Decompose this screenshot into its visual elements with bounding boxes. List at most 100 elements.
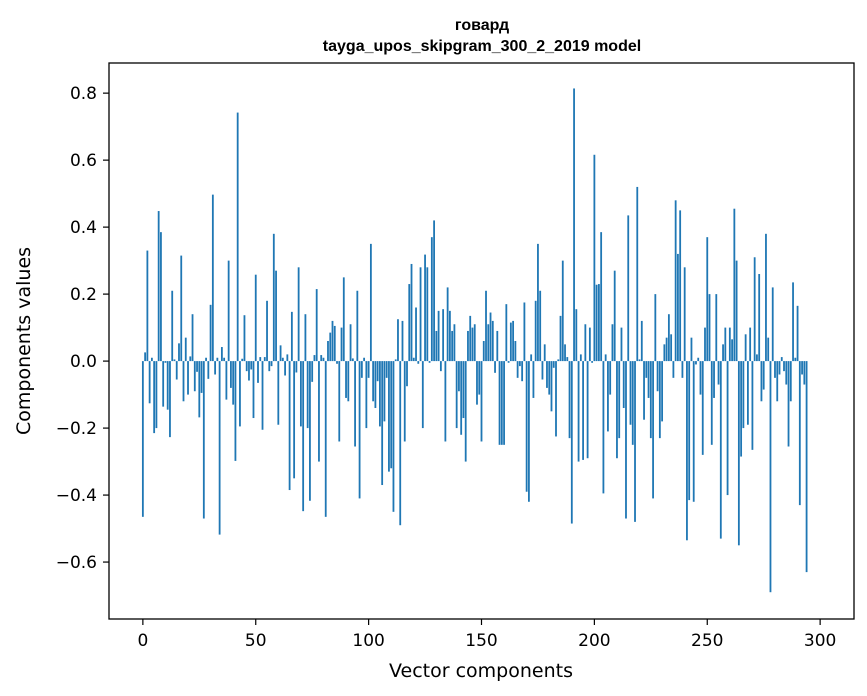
- bar-222: [643, 361, 645, 420]
- bar-192: [575, 309, 578, 362]
- bar-159: [500, 361, 503, 445]
- bar-260: [728, 327, 731, 362]
- bar-243: [690, 337, 693, 362]
- bar-146: [471, 327, 474, 362]
- bar-132: [439, 361, 442, 372]
- bar-120: [412, 357, 415, 362]
- bar-249: [704, 327, 706, 362]
- bar-218: [634, 361, 636, 522]
- bar-54: [263, 357, 266, 362]
- bar-81: [324, 361, 327, 517]
- bar-129: [433, 220, 435, 362]
- bar-168: [521, 361, 524, 382]
- bar-139: [455, 361, 458, 429]
- bar-14: [173, 359, 176, 362]
- bar-5: [153, 361, 156, 434]
- bar-102: [372, 361, 375, 402]
- bar-97: [360, 361, 363, 378]
- bar-289: [794, 357, 797, 362]
- bar-225: [649, 361, 652, 439]
- bar-101: [369, 243, 372, 362]
- bar-257: [722, 344, 724, 362]
- bar-171: [528, 361, 530, 502]
- bar-180: [548, 361, 551, 395]
- bar-126: [426, 267, 429, 362]
- bar-267: [744, 334, 747, 362]
- bar-147: [473, 324, 476, 362]
- y-tick-label: 0.6: [70, 151, 97, 171]
- bar-237: [677, 253, 679, 362]
- bar-196: [584, 324, 587, 362]
- bar-206: [607, 361, 609, 432]
- bar-234: [670, 334, 673, 362]
- bar-275: [762, 361, 765, 390]
- bar-84: [331, 320, 334, 362]
- bar-244: [692, 361, 695, 502]
- bar-82: [327, 341, 329, 362]
- bar-213: [622, 361, 625, 408]
- bar-series: [141, 88, 808, 593]
- bar-29: [207, 361, 210, 379]
- y-tick-label: −0.4: [56, 486, 97, 506]
- bar-165: [514, 341, 517, 362]
- bar-161: [505, 304, 508, 362]
- bar-19: [184, 337, 187, 362]
- bar-158: [498, 361, 501, 445]
- bar-151: [482, 341, 485, 362]
- bar-212: [620, 327, 623, 362]
- bar-1: [144, 352, 147, 362]
- bar-154: [489, 312, 492, 362]
- bar-85: [333, 325, 336, 362]
- bar-36: [223, 357, 226, 362]
- bar-145: [469, 315, 472, 362]
- y-tick-label: 0.4: [70, 218, 97, 238]
- bar-66: [290, 311, 293, 362]
- bar-250: [706, 237, 709, 362]
- bar-133: [442, 309, 445, 362]
- bar-258: [724, 327, 727, 362]
- bar-271: [753, 257, 756, 362]
- bar-233: [667, 314, 670, 362]
- bar-79: [320, 355, 323, 362]
- bar-241: [686, 361, 688, 541]
- bar-141: [460, 361, 463, 435]
- bar-34: [218, 361, 221, 535]
- bar-272: [756, 354, 758, 362]
- x-tick-label: 50: [245, 631, 267, 651]
- bar-150: [480, 361, 483, 442]
- bar-209: [613, 270, 616, 362]
- bar-17: [180, 255, 183, 362]
- bar-188: [566, 357, 569, 362]
- bar-72: [304, 314, 307, 362]
- bar-90: [345, 361, 347, 398]
- bar-134: [444, 361, 447, 442]
- bar-181: [550, 361, 553, 412]
- bar-246: [697, 357, 700, 362]
- bar-69: [297, 267, 300, 362]
- bar-280: [774, 361, 776, 378]
- bar-191: [573, 88, 575, 362]
- bar-263: [735, 260, 738, 362]
- bar-203: [600, 232, 603, 362]
- bar-270: [751, 361, 754, 450]
- x-tick-label: 300: [804, 631, 836, 651]
- bar-43: [239, 361, 241, 427]
- bar-127: [428, 361, 431, 363]
- bar-279: [771, 287, 774, 362]
- bar-60: [277, 361, 280, 425]
- bar-251: [708, 294, 711, 362]
- bar-122: [417, 361, 420, 364]
- bar-217: [631, 361, 634, 445]
- bar-50: [254, 274, 257, 362]
- bar-119: [410, 263, 413, 362]
- chart-subtitle: tayga_upos_skipgram_300_2_2019 model: [323, 38, 641, 55]
- bar-182: [552, 361, 555, 368]
- bar-290: [796, 305, 799, 362]
- bar-30: [209, 304, 212, 362]
- bar-12: [169, 361, 171, 438]
- bar-185: [559, 315, 562, 362]
- bar-211: [618, 361, 621, 439]
- bar-264: [737, 361, 740, 546]
- bar-219: [636, 186, 639, 362]
- bar-98: [363, 357, 366, 362]
